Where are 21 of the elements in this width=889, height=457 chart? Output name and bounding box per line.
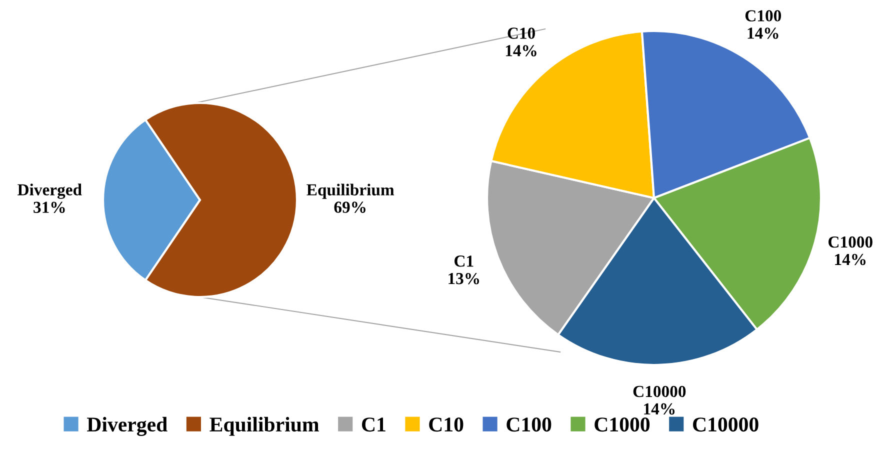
legend-label: C10000 bbox=[693, 418, 758, 432]
slice-label: C10000 bbox=[633, 386, 686, 398]
slice-label: C100 bbox=[745, 10, 782, 22]
legend-label: C100 bbox=[506, 418, 552, 432]
data-label: 14% bbox=[835, 254, 866, 266]
slice-label: C10 bbox=[508, 28, 535, 39]
legend-label: Diverged bbox=[87, 416, 168, 436]
data-label: 31% bbox=[34, 202, 65, 214]
legend-label: C1 bbox=[362, 418, 386, 432]
legend-label: C10 bbox=[429, 418, 464, 432]
legend-label: C1000 bbox=[594, 418, 650, 432]
data-label: 14% bbox=[748, 28, 778, 39]
data-label: 14% bbox=[506, 45, 536, 56]
data-label: 69% bbox=[334, 202, 366, 213]
legend-label: Equilibrium bbox=[210, 416, 319, 436]
data-label: 14% bbox=[644, 403, 675, 415]
slice-label: Equilibrium bbox=[306, 184, 394, 199]
slice-label: C1000 bbox=[828, 236, 872, 248]
data-label: 13% bbox=[448, 272, 480, 284]
slice-label: Diverged bbox=[18, 184, 82, 199]
slice-label: C1 bbox=[454, 256, 474, 267]
